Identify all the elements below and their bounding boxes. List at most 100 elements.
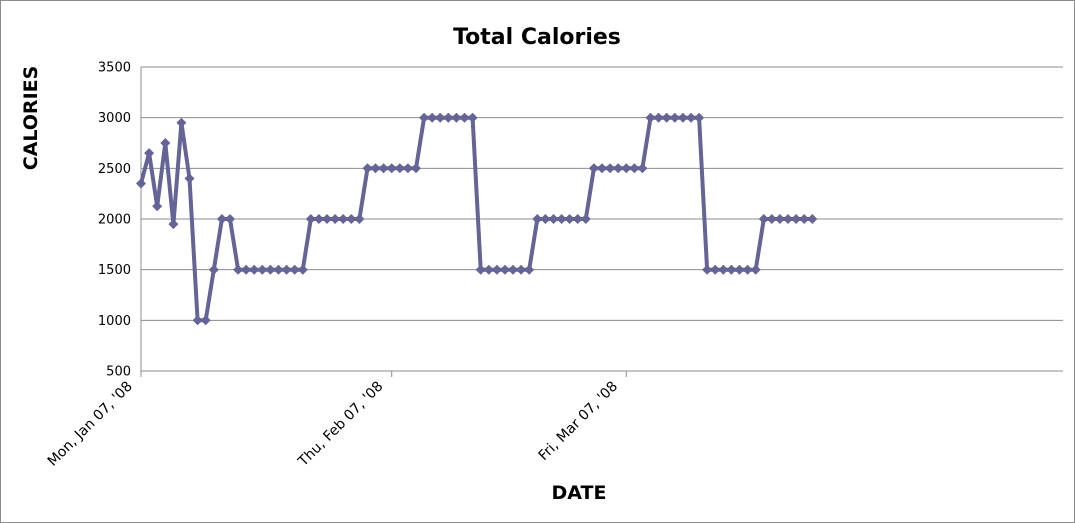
x-tick-label: Mon, Jan 07, '08 [45, 379, 136, 470]
data-point [136, 178, 146, 189]
data-point [435, 112, 446, 123]
data-point [402, 163, 413, 174]
x-axis: Mon, Jan 07, '08 Thu, Feb 07, '08 Fri, Mar… [45, 67, 1063, 470]
data-point [394, 163, 405, 174]
y-tick-label: 2000 [98, 213, 131, 228]
data-point [467, 112, 478, 123]
data-point [524, 264, 535, 275]
data-point [330, 214, 341, 224]
data-point [225, 214, 235, 224]
data-point [289, 264, 300, 275]
data-point [160, 138, 171, 148]
data-point [378, 163, 389, 174]
data-point [540, 214, 551, 224]
data-point [475, 264, 486, 275]
data-point [176, 117, 187, 128]
data-point [184, 173, 195, 184]
data-point [653, 112, 664, 123]
y-axis-title: CALORIES [20, 66, 42, 171]
y-tick-label: 3000 [98, 111, 131, 126]
data-point [588, 163, 599, 174]
data-point [419, 112, 430, 123]
data-point [597, 163, 607, 174]
data-point [313, 214, 324, 224]
data-point [621, 163, 632, 174]
y-tick-label: 1000 [98, 314, 131, 329]
data-point [491, 264, 502, 275]
data-point [613, 163, 624, 174]
data-point [572, 214, 583, 224]
y-axis-ticks: 500 1000 1500 2000 2500 3000 3500 [98, 61, 131, 380]
data-point [200, 315, 211, 326]
data-point [734, 264, 745, 275]
data-point [556, 214, 567, 224]
data-point [451, 112, 462, 123]
data-point [516, 264, 527, 275]
data-point [168, 219, 179, 230]
data-point [411, 163, 421, 174]
data-point [459, 112, 470, 123]
data-point [637, 163, 648, 174]
chart-title: Total Calories [453, 25, 621, 50]
data-series [136, 112, 818, 326]
data-point [152, 201, 163, 212]
data-point [322, 214, 332, 224]
y-tick-label: 1500 [98, 263, 131, 278]
data-point [758, 214, 769, 224]
data-point [499, 264, 510, 275]
data-point [661, 112, 672, 123]
data-point [144, 148, 155, 159]
data-point [783, 214, 793, 224]
data-point [208, 264, 219, 275]
x-axis-title: DATE [552, 482, 607, 504]
data-point [273, 264, 284, 275]
data-point [508, 264, 518, 275]
data-point [386, 163, 397, 174]
data-point [370, 163, 381, 174]
data-point [249, 264, 260, 275]
data-point [564, 214, 575, 224]
data-point [686, 112, 696, 123]
data-point [443, 112, 454, 123]
data-point [483, 264, 494, 275]
data-point [362, 163, 373, 174]
y-tick-label: 500 [106, 365, 131, 380]
data-point [338, 214, 349, 224]
data-point [766, 214, 777, 224]
data-point [774, 214, 785, 224]
data-point [799, 214, 810, 224]
data-point [726, 264, 737, 275]
data-point [281, 264, 292, 275]
data-point [241, 264, 252, 275]
data-point [807, 214, 818, 224]
data-point [233, 264, 244, 275]
data-point [742, 264, 753, 275]
data-point [718, 264, 729, 275]
data-point [645, 112, 656, 123]
data-point [532, 214, 543, 224]
data-point [257, 264, 268, 275]
data-point [297, 264, 308, 275]
data-point [694, 112, 705, 123]
data-point [548, 214, 559, 224]
gridlines [141, 66, 1063, 372]
data-point [580, 214, 591, 224]
data-point [750, 264, 761, 275]
data-point [346, 214, 357, 224]
x-tick-label: Fri, Mar 07, '08 [536, 379, 621, 464]
data-point [710, 264, 721, 275]
data-point [702, 264, 713, 275]
data-point [192, 315, 203, 326]
data-point [669, 112, 680, 123]
data-point [354, 214, 365, 224]
x-tick-label: Thu, Feb 07, '08 [295, 379, 387, 471]
data-point [216, 214, 227, 224]
data-point [265, 264, 276, 275]
data-point [305, 214, 316, 224]
data-point [605, 163, 616, 174]
data-point [629, 163, 640, 174]
y-tick-label: 2500 [98, 162, 131, 177]
y-tick-label: 3500 [98, 61, 131, 76]
